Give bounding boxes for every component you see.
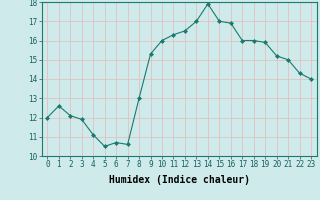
X-axis label: Humidex (Indice chaleur): Humidex (Indice chaleur): [109, 175, 250, 185]
